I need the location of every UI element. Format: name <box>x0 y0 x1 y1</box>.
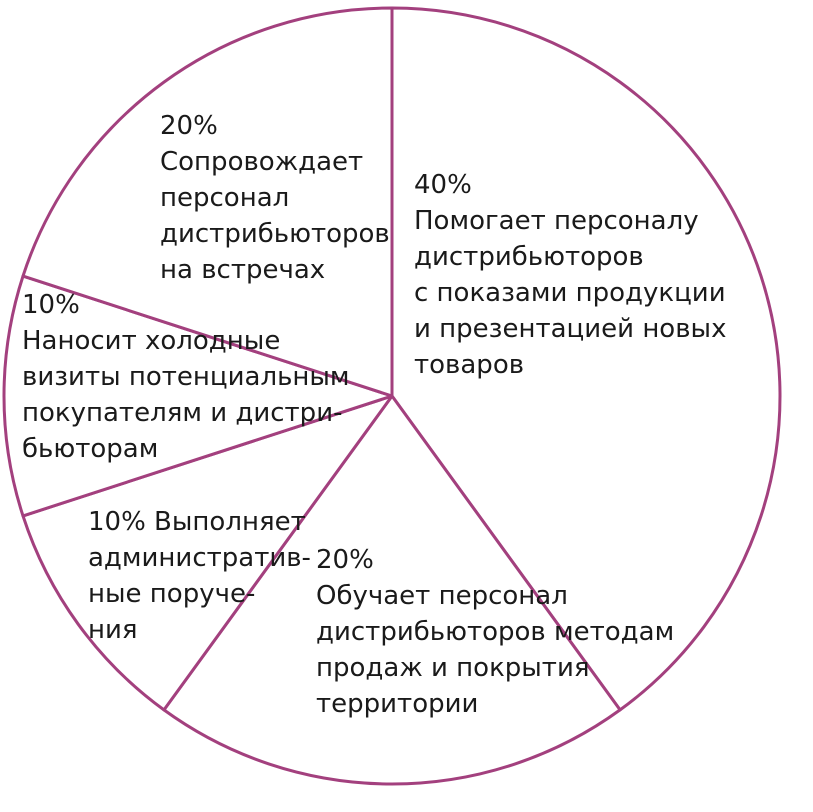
slice-label-1: 40% Помогает персоналу дистрибьюторов с пок… <box>414 170 726 380</box>
slice-label-4: 10% Наносит холодные визиты потенциальным п… <box>22 290 350 464</box>
slice-label-line: ния <box>88 615 138 645</box>
slice-label-line: Обучает персонал <box>316 581 568 611</box>
slice-label-line: административ- <box>88 543 311 573</box>
pie-labels: 40% Помогает персоналу дистрибьюторов с пок… <box>22 111 726 719</box>
slice-label-line: товаров <box>414 350 524 380</box>
slice-label-line: с показами продукции <box>414 278 726 308</box>
pie-slice-4 <box>2 274 394 518</box>
slice-label-line: дистрибьюторов <box>414 242 644 272</box>
pie-slice-3 <box>21 394 394 712</box>
slice-label-line: Наносит холодные <box>22 326 280 356</box>
slice-label-line: территории <box>316 689 478 719</box>
slice-label-line: на встречах <box>160 255 325 285</box>
slice-label-line: 20% <box>316 545 374 575</box>
slice-label-line: Сопровождает <box>160 147 363 177</box>
slice-label-line: 20% <box>160 111 218 141</box>
pie-slices <box>2 6 782 786</box>
slice-label-line: дистрибьюторов <box>160 219 390 249</box>
pie-slice-1 <box>390 6 782 712</box>
pie-slice-2 <box>162 394 622 786</box>
slice-label-3: 10% Выполняет административ-ные поруче-ни… <box>88 507 311 645</box>
slice-label-line: и презентацией новых <box>414 314 726 344</box>
slice-label-line: Помогает персоналу <box>414 206 699 236</box>
slice-label-line: 40% <box>414 170 472 200</box>
slice-label-line: дистрибьюторов методам <box>316 617 674 647</box>
slice-label-line: 10% <box>22 290 80 320</box>
slice-label-line: бьюторам <box>22 434 158 464</box>
slice-label-line: покупателям и дистри- <box>22 398 342 428</box>
slice-label-5: 20% Сопровождает персонал дистрибьюторов на … <box>160 111 390 285</box>
slice-label-line: 10% Выполняет <box>88 507 306 537</box>
slice-label-2: 20% Обучает персонал дистрибьюторов метода… <box>316 545 674 719</box>
slice-label-line: продаж и покрытия <box>316 653 590 683</box>
pie-slice-5 <box>21 6 394 398</box>
slice-label-line: визиты потенциальным <box>22 362 350 392</box>
slice-label-line: ные поруче- <box>88 579 255 609</box>
slice-label-line: персонал <box>160 183 289 213</box>
